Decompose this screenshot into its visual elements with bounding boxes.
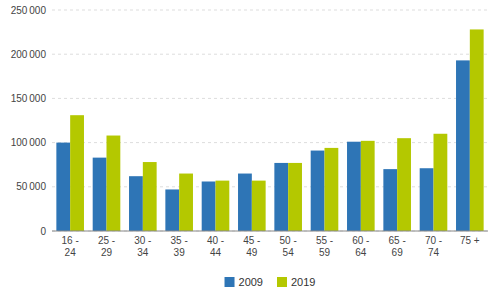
bar [238,174,252,231]
x-tick-label-line: 45 - [243,235,260,246]
x-tick-label: 40 -44 [207,235,224,258]
x-tick-label-line: 35 - [171,235,188,246]
x-tick-label: 45 -49 [243,235,260,258]
bar [383,169,397,231]
bar [288,163,302,231]
x-tick-label-line: 24 [65,247,77,258]
x-tick-label: 65 -69 [389,235,406,258]
x-tick-label-line: 70 - [425,235,442,246]
x-tick-label-line: 75 + [460,235,480,246]
bar [70,115,84,231]
x-tick-label-line: 74 [428,247,440,258]
bar [129,176,143,231]
x-tick-label-line: 59 [319,247,331,258]
bar [179,174,193,231]
y-tick-label: 250 000 [11,5,47,16]
x-tick-label: 70 -74 [425,235,442,258]
bar [361,141,375,231]
x-tick-label-line: 39 [174,247,186,258]
bar [252,181,266,231]
x-tick-label: 25 -29 [98,235,115,258]
chart-container: 050 000100 000150 000200 000250 00016 -2… [0,0,498,293]
x-tick-label: 35 -39 [171,235,188,258]
x-tick-label-line: 29 [101,247,113,258]
bar [202,181,216,231]
legend-swatch [225,277,235,287]
y-tick-label: 0 [40,226,46,237]
grid-line [52,231,488,232]
chart: 050 000100 000150 000200 000250 00016 -2… [0,0,498,293]
x-tick-label-line: 34 [137,247,149,258]
bar [434,134,448,231]
bar [420,168,434,231]
x-axis-line [52,231,488,232]
bar [93,158,107,231]
x-tick-label: 60 -64 [352,235,369,258]
x-tick-label-line: 60 - [352,235,369,246]
bar [470,29,484,231]
x-tick-label-line: 30 - [134,235,151,246]
x-tick-label-line: 40 - [207,235,224,246]
x-tick-label-line: 50 - [280,235,297,246]
x-tick-label-line: 25 - [98,235,115,246]
bar [325,148,339,231]
x-tick-label-line: 54 [283,247,295,258]
x-tick-label-line: 64 [355,247,367,258]
x-tick-label-line: 49 [246,247,258,258]
bar [165,189,179,231]
x-tick-label: 55 -59 [316,235,333,258]
bar [274,163,288,231]
y-tick-label: 200 000 [11,49,47,60]
x-tick-label-line: 44 [210,247,222,258]
bar [397,138,411,231]
legend-swatch [277,277,287,287]
x-tick-label: 50 -54 [280,235,297,258]
x-tick-label: 75 + [460,235,480,246]
x-tick-label: 30 -34 [134,235,151,258]
grid-line [52,98,488,99]
y-tick-label: 150 000 [11,93,47,104]
x-tick-label-line: 55 - [316,235,333,246]
bar [216,181,230,231]
bar [107,136,121,231]
bar [311,151,325,231]
y-tick-label: 100 000 [11,137,47,148]
legend: 2009 2019 [225,276,316,288]
x-tick-label-line: 16 - [62,235,79,246]
grid-line [52,54,488,55]
x-axis: 16 -24 25 -29 30 -34 35 -39 40 -44 45 -49 50 -… [62,235,480,258]
x-tick-label-line: 69 [392,247,404,258]
legend-label: 2019 [291,276,315,288]
bars [56,29,483,231]
grid-line [52,10,488,11]
legend-label: 2009 [239,276,263,288]
x-tick-label: 16 -24 [62,235,79,258]
x-tick-label-line: 65 - [389,235,406,246]
y-axis: 0 50 000 100 000 150 000 200 000 250 000 [11,5,488,237]
bar [143,162,157,231]
bar [56,143,70,231]
bar [347,142,361,231]
y-tick-label: 50 000 [16,181,46,192]
bar [456,60,470,231]
